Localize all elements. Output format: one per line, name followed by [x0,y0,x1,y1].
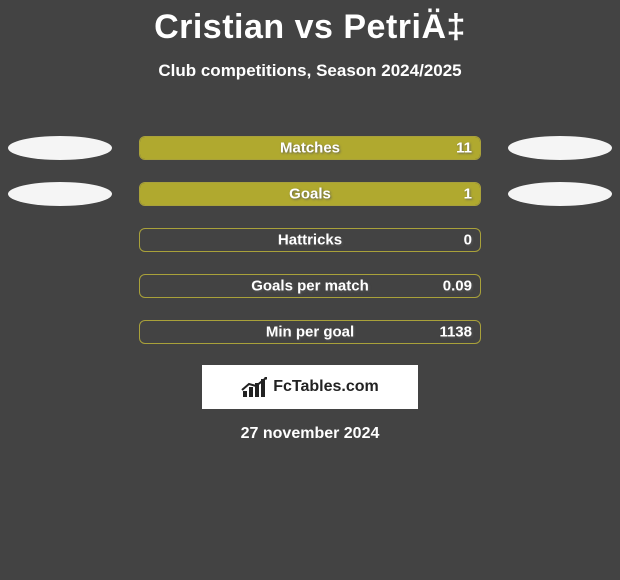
player-right-marker [508,136,612,160]
chart-line-icon [241,377,267,391]
stat-value-right: 1 [464,186,472,203]
stat-pill: Min per goal 1138 [139,320,481,344]
stat-value-right: 1138 [439,324,472,341]
page-subtitle: Club competitions, Season 2024/2025 [0,61,620,81]
stats-container: Matches 11 Goals 1 Hattricks 0 Goals per match… [0,125,620,355]
stat-row: Goals per match 0.09 [0,263,620,309]
stat-value-right: 11 [456,140,472,157]
stat-pill: Matches 11 [139,136,481,160]
player-left-marker [8,182,112,206]
stat-label: Goals [289,186,331,203]
stat-row: Goals 1 [0,171,620,217]
player-left-marker [8,136,112,160]
stat-pill: Hattricks 0 [139,228,481,252]
stat-pill: Goals per match 0.09 [139,274,481,298]
stat-label: Hattricks [278,232,342,249]
player-right-marker [508,182,612,206]
page-title: Cristian vs PetriÄ‡ [0,0,620,47]
date-text: 27 november 2024 [0,425,620,443]
stat-value-right: 0.09 [443,278,472,295]
stat-label: Min per goal [266,324,354,341]
stat-pill: Goals 1 [139,182,481,206]
stat-row: Min per goal 1138 [0,309,620,355]
chart-icon [241,377,267,397]
stat-label: Matches [280,140,340,157]
stat-label: Goals per match [251,278,369,295]
stat-row: Hattricks 0 [0,217,620,263]
stat-value-right: 0 [464,232,472,249]
branding-badge[interactable]: FcTables.com [202,365,418,409]
stat-row: Matches 11 [0,125,620,171]
branding-text: FcTables.com [273,378,379,396]
